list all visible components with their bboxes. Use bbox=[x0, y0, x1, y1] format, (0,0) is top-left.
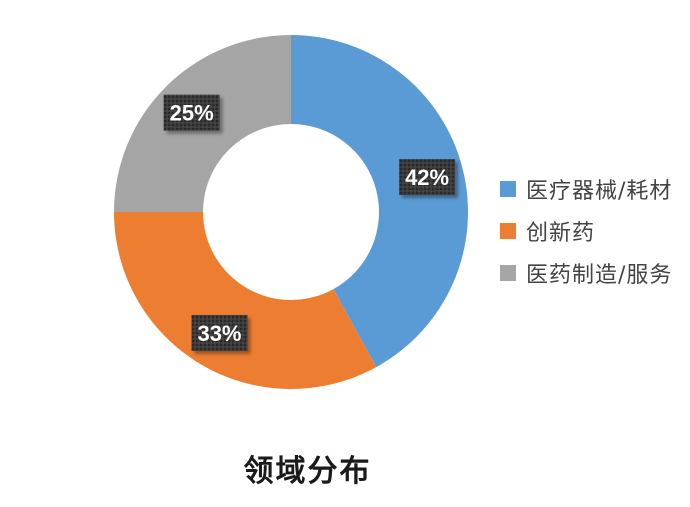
legend-label: 医疗器械/耗材 bbox=[526, 179, 673, 204]
legend-item-medical-devices: 医疗器械/耗材 bbox=[500, 168, 672, 210]
data-label-innovative-drugs: 33% bbox=[191, 314, 248, 351]
legend-label: 创新药 bbox=[526, 221, 596, 246]
slice-medical-devices bbox=[291, 35, 468, 368]
legend-swatch bbox=[500, 223, 516, 239]
data-label-pharma-manufacturing: 25% bbox=[163, 94, 220, 131]
legend-label: 医药制造/服务 bbox=[526, 263, 673, 288]
legend-swatch bbox=[500, 265, 516, 281]
data-label-box bbox=[191, 314, 248, 351]
legend-swatch bbox=[500, 181, 516, 197]
slice-innovative-drugs bbox=[114, 212, 377, 389]
legend-item-pharma-manufacturing: 医药制造/服务 bbox=[500, 252, 672, 294]
data-label-box bbox=[163, 94, 220, 131]
data-label-text: 42% bbox=[405, 165, 449, 190]
data-label-medical-devices: 42% bbox=[399, 159, 456, 196]
chart-legend: 医疗器械/耗材 创新药 医药制造/服务 bbox=[500, 168, 672, 294]
legend-item-innovative-drugs: 创新药 bbox=[500, 210, 672, 252]
data-label-text: 33% bbox=[197, 321, 241, 346]
data-label-text: 25% bbox=[170, 101, 214, 126]
chart-title: 领域分布 bbox=[243, 454, 372, 489]
data-label-box bbox=[399, 159, 456, 196]
